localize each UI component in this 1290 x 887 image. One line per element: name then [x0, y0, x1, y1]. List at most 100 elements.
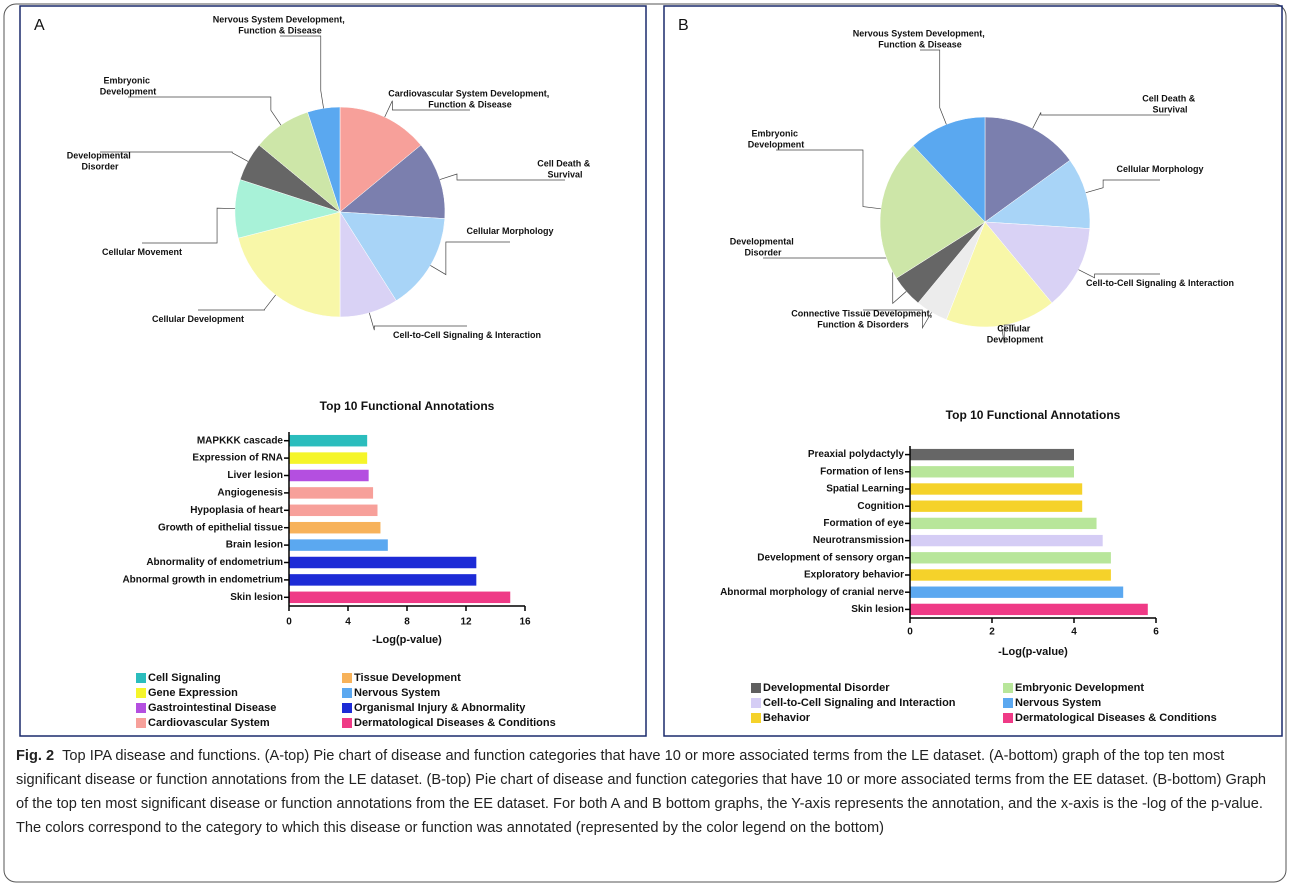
- legend-label: Gastrointestinal Disease: [148, 702, 276, 714]
- bar: [289, 469, 369, 482]
- legend-label: Cardiovascular System: [148, 717, 270, 729]
- legend-label: Behavior: [763, 712, 811, 724]
- pie-label: Cellular Development: [987, 324, 1044, 345]
- leader-line: [368, 312, 467, 331]
- legend-swatch: [342, 718, 352, 728]
- leader-line: [142, 207, 236, 244]
- y-tick-label: Formation of lens: [820, 466, 904, 477]
- legend-swatch: [751, 713, 761, 723]
- panel-frame: [19, 5, 647, 737]
- bar: [910, 552, 1111, 564]
- x-tick-label: 16: [519, 617, 531, 628]
- bar: [910, 466, 1074, 478]
- bar: [289, 539, 388, 551]
- bar: [910, 534, 1103, 547]
- y-tick-label: Skin lesion: [230, 592, 283, 603]
- leader-line: [763, 257, 907, 305]
- pie-label: Nervous System Development, Function & D…: [213, 15, 348, 36]
- legend-label: Cell-to-Cell Signaling and Interaction: [763, 697, 956, 709]
- pie-label: Developmental Disorder: [67, 151, 134, 172]
- leader-line: [863, 309, 932, 330]
- y-tick-label: Neurotransmission: [813, 535, 904, 546]
- bar: [910, 517, 1097, 530]
- pie-label: Cellular Development: [152, 314, 244, 324]
- panel-frame: [663, 5, 1283, 737]
- leader-line: [198, 294, 276, 311]
- pie-label: Cell Death & Survival: [1142, 94, 1198, 115]
- pie-label: Nervous System Development, Function & D…: [853, 29, 988, 50]
- legend-swatch: [342, 673, 352, 683]
- x-tick-label: 0: [286, 617, 292, 628]
- bar: [289, 521, 381, 534]
- legend-label: Embryonic Development: [1015, 682, 1144, 694]
- x-tick-label: 2: [989, 627, 995, 638]
- legend-label: Nervous System: [354, 687, 440, 699]
- pie-label: Cell-to-Cell Signaling & Interaction: [393, 330, 541, 340]
- pie-label: Connective Tissue Development, Function …: [791, 309, 934, 330]
- leader-line: [1032, 112, 1170, 129]
- leader-line: [128, 96, 282, 126]
- pie-label: Developmental Disorder: [730, 237, 797, 258]
- frame: [3, 3, 1287, 883]
- bar: [289, 556, 477, 569]
- panel-label: A: [34, 17, 45, 34]
- y-tick-label: Abnormality of endometrium: [146, 557, 283, 568]
- y-tick-label: Formation of eye: [823, 518, 904, 529]
- y-tick-label: Spatial Learning: [826, 484, 904, 495]
- legend-label: Dermatological Diseases & Conditions: [354, 717, 556, 729]
- y-tick-label: Development of sensory organ: [757, 552, 904, 563]
- pie-slice: [912, 116, 986, 223]
- y-tick-label: Skin lesion: [851, 604, 904, 615]
- bar: [910, 483, 1083, 495]
- y-tick-label: Angiogenesis: [217, 488, 283, 499]
- y-tick-label: Expression of RNA: [192, 453, 283, 464]
- legend-label: Cell Signaling: [148, 672, 221, 684]
- pie-slice: [237, 211, 341, 318]
- leader-line: [280, 35, 324, 109]
- pie-label: Cellular Morphology: [1116, 164, 1203, 174]
- panel-label: B: [678, 17, 689, 34]
- pie-label: Cell-to-Cell Signaling & Interaction: [1086, 278, 1234, 288]
- legend-swatch: [751, 683, 761, 693]
- bar: [910, 586, 1124, 598]
- bar: [289, 434, 368, 447]
- bar: [289, 487, 374, 499]
- legend-swatch: [136, 703, 146, 713]
- pie-slice: [339, 106, 422, 213]
- y-tick-label: Brain lesion: [226, 540, 283, 551]
- legend-swatch: [1003, 683, 1013, 693]
- leader-line: [1085, 179, 1160, 194]
- legend-label: Developmental Disorder: [763, 682, 890, 694]
- y-tick-label: Liver lesion: [227, 470, 283, 481]
- chart-title: Top 10 Functional Annotations: [946, 408, 1121, 422]
- leader-line: [384, 100, 470, 118]
- y-tick-label: Abnormal growth in endometrium: [122, 575, 283, 586]
- y-tick-label: Abnormal morphology of cranial nerve: [720, 587, 904, 598]
- leader-line: [100, 151, 249, 162]
- legend-swatch: [342, 703, 352, 713]
- y-tick-label: Preaxial polydactyly: [808, 449, 905, 460]
- pie-label: Cellular Movement: [102, 247, 182, 257]
- bar: [289, 574, 477, 586]
- caption: Fig. 2 Top IPA disease and functions. (A-…: [16, 744, 1274, 840]
- legend-swatch: [136, 718, 146, 728]
- pie-label: Cell Death & Survival: [537, 159, 593, 180]
- legend-swatch: [751, 698, 761, 708]
- x-tick-label: 4: [345, 617, 351, 628]
- leader-line: [776, 149, 881, 210]
- x-tick-label: 0: [907, 627, 913, 638]
- caption-text: Top IPA disease and functions. (A-top) P…: [16, 748, 1267, 836]
- x-axis-label: -Log(p-value): [998, 646, 1068, 658]
- x-tick-label: 6: [1153, 627, 1159, 638]
- legend-label: Gene Expression: [148, 687, 238, 699]
- y-tick-label: Exploratory behavior: [804, 570, 904, 581]
- legend-swatch: [1003, 698, 1013, 708]
- legend-label: Tissue Development: [354, 672, 461, 684]
- bar: [910, 448, 1074, 461]
- y-tick-label: MAPKKK cascade: [197, 435, 284, 446]
- chart-title: Top 10 Functional Annotations: [320, 399, 495, 413]
- leader-line: [430, 241, 510, 276]
- x-tick-label: 8: [404, 617, 410, 628]
- pie-slice: [984, 159, 1091, 229]
